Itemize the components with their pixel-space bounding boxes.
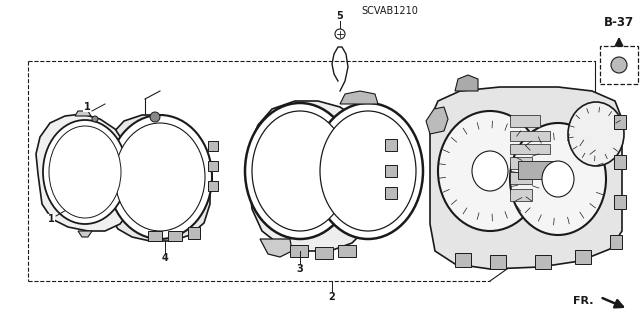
FancyBboxPatch shape	[614, 155, 626, 169]
Text: 3: 3	[296, 264, 303, 274]
FancyBboxPatch shape	[510, 172, 532, 184]
FancyBboxPatch shape	[535, 255, 551, 269]
Polygon shape	[36, 114, 132, 231]
Ellipse shape	[245, 103, 355, 239]
Text: 1: 1	[47, 214, 54, 224]
FancyBboxPatch shape	[510, 115, 540, 127]
FancyBboxPatch shape	[148, 231, 162, 241]
FancyBboxPatch shape	[208, 161, 218, 171]
Ellipse shape	[252, 111, 348, 231]
FancyBboxPatch shape	[610, 235, 622, 249]
FancyBboxPatch shape	[510, 189, 532, 201]
FancyBboxPatch shape	[208, 141, 218, 151]
Polygon shape	[430, 87, 622, 269]
Ellipse shape	[49, 126, 121, 218]
FancyBboxPatch shape	[168, 231, 182, 241]
FancyBboxPatch shape	[315, 247, 333, 259]
Ellipse shape	[542, 161, 574, 197]
Ellipse shape	[611, 57, 627, 73]
Ellipse shape	[108, 115, 212, 239]
Text: 2: 2	[328, 292, 335, 302]
FancyBboxPatch shape	[614, 115, 626, 129]
Text: 1: 1	[84, 102, 90, 112]
FancyBboxPatch shape	[600, 46, 638, 84]
FancyBboxPatch shape	[455, 253, 471, 267]
FancyBboxPatch shape	[208, 181, 218, 191]
Ellipse shape	[510, 123, 606, 235]
FancyBboxPatch shape	[290, 245, 308, 257]
FancyBboxPatch shape	[510, 157, 532, 169]
FancyBboxPatch shape	[188, 227, 200, 239]
Ellipse shape	[335, 29, 345, 39]
FancyBboxPatch shape	[338, 245, 356, 257]
FancyBboxPatch shape	[385, 187, 397, 199]
FancyBboxPatch shape	[518, 161, 560, 179]
Polygon shape	[78, 231, 92, 237]
Polygon shape	[340, 91, 378, 104]
Text: B-37: B-37	[604, 17, 634, 29]
Polygon shape	[75, 111, 91, 116]
FancyBboxPatch shape	[575, 250, 591, 264]
FancyBboxPatch shape	[510, 131, 550, 141]
FancyBboxPatch shape	[385, 139, 397, 151]
Ellipse shape	[313, 103, 423, 239]
Polygon shape	[260, 239, 292, 257]
Polygon shape	[105, 115, 210, 241]
Ellipse shape	[472, 151, 508, 191]
Text: 5: 5	[337, 11, 344, 21]
Ellipse shape	[43, 120, 127, 224]
Polygon shape	[455, 75, 478, 91]
FancyBboxPatch shape	[385, 165, 397, 177]
FancyBboxPatch shape	[614, 195, 626, 209]
Ellipse shape	[92, 116, 98, 122]
FancyBboxPatch shape	[510, 144, 550, 154]
Ellipse shape	[320, 111, 416, 231]
Ellipse shape	[438, 111, 542, 231]
Text: SCVAB1210: SCVAB1210	[362, 6, 419, 16]
Text: 4: 4	[162, 253, 168, 263]
Polygon shape	[248, 101, 375, 251]
Ellipse shape	[568, 102, 624, 166]
Ellipse shape	[115, 123, 205, 231]
FancyBboxPatch shape	[490, 255, 506, 269]
Ellipse shape	[150, 112, 160, 122]
Polygon shape	[426, 107, 448, 134]
Text: FR.: FR.	[573, 296, 594, 306]
